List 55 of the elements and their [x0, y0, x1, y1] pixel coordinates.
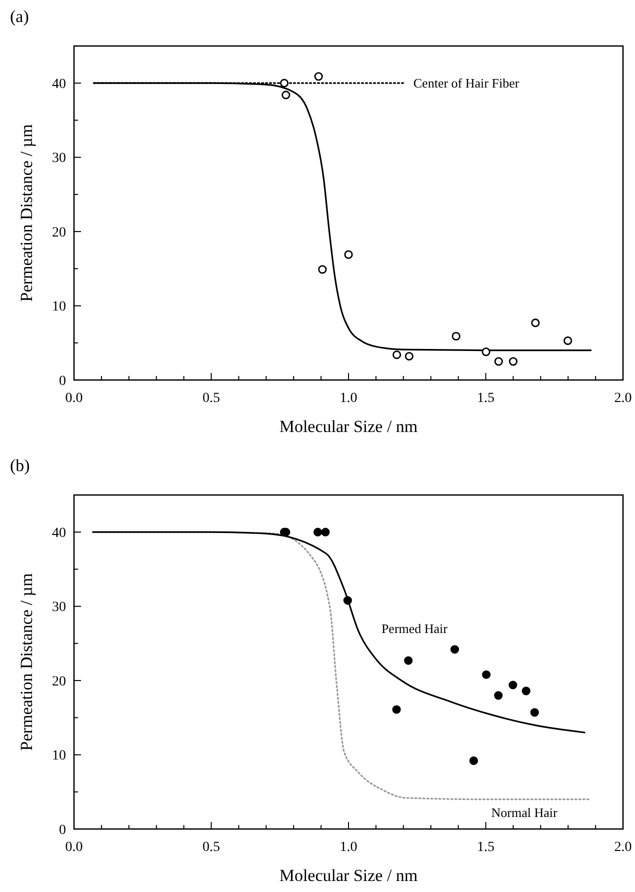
x-tick-label: 2.0: [614, 840, 632, 855]
chart-title: (a): [10, 7, 29, 26]
point: [469, 756, 478, 766]
x-tick-label: 0.0: [65, 840, 83, 855]
point: [482, 670, 491, 679]
x-axis-title: Molecular Size / nm: [279, 417, 418, 436]
x-tick-label: 0.0: [65, 391, 83, 406]
point: [280, 78, 289, 88]
y-tick-label: 20: [52, 225, 66, 240]
y-axis-title: Permeation Distance / µm: [17, 573, 36, 751]
point: [530, 708, 539, 717]
y-tick-label: 30: [52, 151, 66, 166]
point: [508, 680, 518, 690]
point: [450, 645, 460, 654]
x-tick-label: 1.5: [477, 391, 494, 406]
point: [344, 250, 353, 259]
point: [392, 350, 402, 360]
x-axis-title: Molecular Size / nm: [279, 866, 418, 885]
series-label: Center of Hair Fiber: [413, 76, 520, 91]
x-tick-label: 0.5: [202, 840, 220, 855]
point: [452, 332, 460, 341]
series-label: Normal Hair: [491, 804, 558, 820]
x-tick-label: 1.5: [477, 840, 494, 855]
y-tick-label: 10: [52, 748, 66, 764]
point: [404, 656, 413, 665]
point: [522, 686, 530, 696]
y-tick-label: 10: [52, 300, 66, 315]
point: [494, 357, 503, 366]
point: [282, 90, 290, 100]
point: [392, 705, 401, 714]
y-tick-label: 20: [52, 674, 66, 690]
line-series: [92, 531, 586, 734]
point: [482, 347, 490, 356]
x-tick-label: 0.5: [202, 391, 220, 406]
point: [318, 265, 327, 274]
y-axis-title: Permeation Distance / µm: [17, 124, 36, 302]
x-tick-label: 1.0: [340, 840, 358, 855]
y-tick-label: 0: [59, 374, 66, 389]
y-tick-label: 40: [52, 77, 66, 92]
point: [313, 528, 322, 536]
point: [343, 596, 352, 605]
point: [531, 318, 540, 328]
point: [404, 352, 414, 361]
series-label: Permed Hair: [381, 621, 448, 636]
chart-title: (b): [10, 456, 30, 475]
x-tick-label: 2.0: [614, 391, 632, 406]
y-tick-label: 30: [52, 600, 66, 616]
y-tick-label: 0: [59, 822, 66, 838]
x-tick-label: 1.0: [340, 391, 358, 406]
point: [494, 691, 503, 700]
point: [321, 528, 330, 536]
point: [314, 72, 323, 81]
point: [508, 357, 518, 366]
point: [564, 336, 572, 345]
y-tick-label: 40: [52, 526, 66, 542]
